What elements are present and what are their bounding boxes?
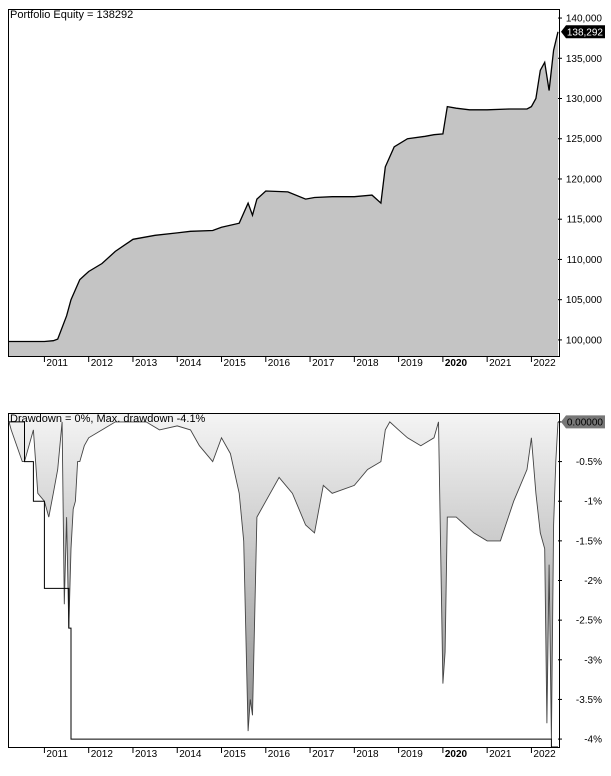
x-tick-label: 2017 (312, 749, 335, 760)
y-tick-label: -3.5% (576, 695, 602, 706)
y-tick-label: -2.5% (576, 616, 602, 627)
drawdown-area-fill (9, 414, 558, 740)
x-tick-label: 2013 (135, 749, 158, 760)
y-tick-label: -1% (584, 497, 602, 508)
x-tick-label: 2022 (533, 749, 556, 760)
y-tick-label: -1.5% (576, 536, 602, 547)
x-tick-label: 2017 (312, 358, 335, 369)
x-tick-label: 2019 (401, 358, 424, 369)
equity-chart-panel: Portfolio Equity = 138292 100,000 105,000… (0, 0, 611, 372)
last-value-badge (561, 415, 605, 429)
equity-chart-title: Portfolio Equity = 138292 (10, 9, 134, 21)
y-tick-label: -3% (584, 655, 602, 666)
x-tick-label: 2020 (445, 749, 468, 760)
x-tick-label: 2018 (356, 749, 379, 760)
y-tick-label: -4% (584, 735, 602, 746)
x-tick-label: 2011 (46, 749, 68, 760)
drawdown-chart-title: Drawdown = 0%, Max. drawdown -4.1% (10, 413, 206, 425)
x-tick-label: 2021 (489, 358, 512, 369)
x-tick-label: 2012 (91, 749, 114, 760)
last-value-label: 0.00000 (567, 417, 604, 428)
y-tick-label: 130,000 (566, 94, 603, 105)
y-tick-label: 140,000 (566, 14, 603, 25)
x-tick-label: 2014 (179, 749, 202, 760)
equity-chart-svg: 100,000 105,000 110,000 115,000 120,000 125,0… (9, 14, 605, 369)
x-tick-label: 2021 (489, 749, 512, 760)
y-tick-label: -0.5% (576, 457, 602, 468)
x-tick-label: 2013 (135, 358, 158, 369)
x-tick-label: 2018 (356, 358, 379, 369)
x-tick-label: 2012 (91, 358, 114, 369)
y-tick-label: 135,000 (566, 54, 603, 65)
y-tick-label: 110,000 (567, 255, 603, 266)
x-tick-label: 2015 (224, 749, 247, 760)
x-tick-label: 2016 (268, 358, 291, 369)
equity-area-fill (9, 31, 558, 357)
x-tick-label: 2015 (224, 358, 247, 369)
drawdown-chart-panel: Drawdown = 0%, Max. drawdown -4.1% 0.000… (0, 404, 611, 776)
drawdown-series-line (8, 421, 559, 740)
equity-series-line (9, 31, 559, 343)
y-tick-label: -2% (584, 576, 602, 587)
y-tick-label: 120,000 (566, 174, 603, 185)
y-tick-label: 115,000 (567, 215, 603, 226)
x-tick-label: 2019 (401, 749, 424, 760)
y-tick-label: 100,000 (566, 335, 603, 346)
x-tick-label: 2011 (46, 358, 68, 369)
max-drawdown-envelope-line (9, 421, 558, 748)
drawdown-chart-svg: 0.00000 -0.5% -1% -1.5% -2% -2.5% -3% -3.5% -4% 2… (8, 414, 605, 760)
y-tick-label: 105,000 (566, 295, 603, 306)
x-tick-label: 2020 (445, 358, 468, 369)
x-tick-label: 2022 (533, 358, 556, 369)
x-tick-label: 2016 (268, 749, 291, 760)
x-tick-label: 2014 (179, 358, 202, 369)
last-value-badge (561, 25, 605, 39)
y-tick-label: 125,000 (566, 134, 603, 145)
last-value-label: 138,292 (567, 27, 604, 38)
